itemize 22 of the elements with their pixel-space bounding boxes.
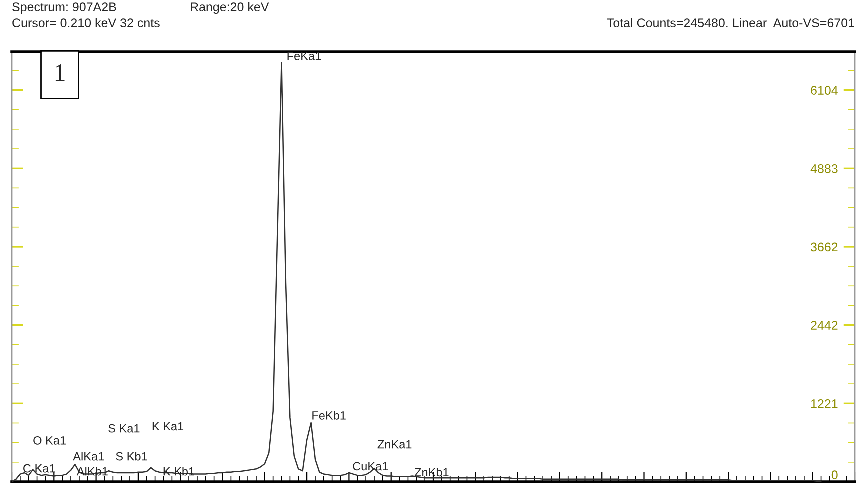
annotation: ZnKb1 <box>414 468 449 477</box>
y-tick-label: 0 <box>832 470 838 480</box>
annotation: CuKa1 <box>353 462 388 471</box>
y-tick-label: 2442 <box>811 321 838 330</box>
text: Total Counts=245480. Linear Auto-VS=6701 <box>607 18 854 28</box>
annotation: S Kb1 <box>116 452 148 461</box>
annotation: C Ka1 <box>24 464 56 473</box>
annotation: O Ka1 <box>34 436 66 445</box>
annotation: AlKa1 <box>73 452 104 461</box>
y-tick-label: 4883 <box>810 164 838 174</box>
annotation: FeKb1 <box>312 411 346 420</box>
annotation: 1 <box>56 64 65 82</box>
annotation: K Ka1 <box>152 422 184 431</box>
y-tick-label: 1221 <box>811 399 838 408</box>
y-tick-label: 6104 <box>811 86 838 95</box>
y-tick-label: 3662 <box>811 242 838 252</box>
annotation: S Ka1 <box>108 424 140 433</box>
annotation: FeKa1 <box>288 52 322 60</box>
text: Range:20 keV <box>191 2 270 14</box>
text: Cursor= 0.210 keV 32 cnts <box>12 18 160 28</box>
annotation: ZnKa1 <box>378 440 412 449</box>
text: Spectrum: 907A2B <box>12 2 116 14</box>
